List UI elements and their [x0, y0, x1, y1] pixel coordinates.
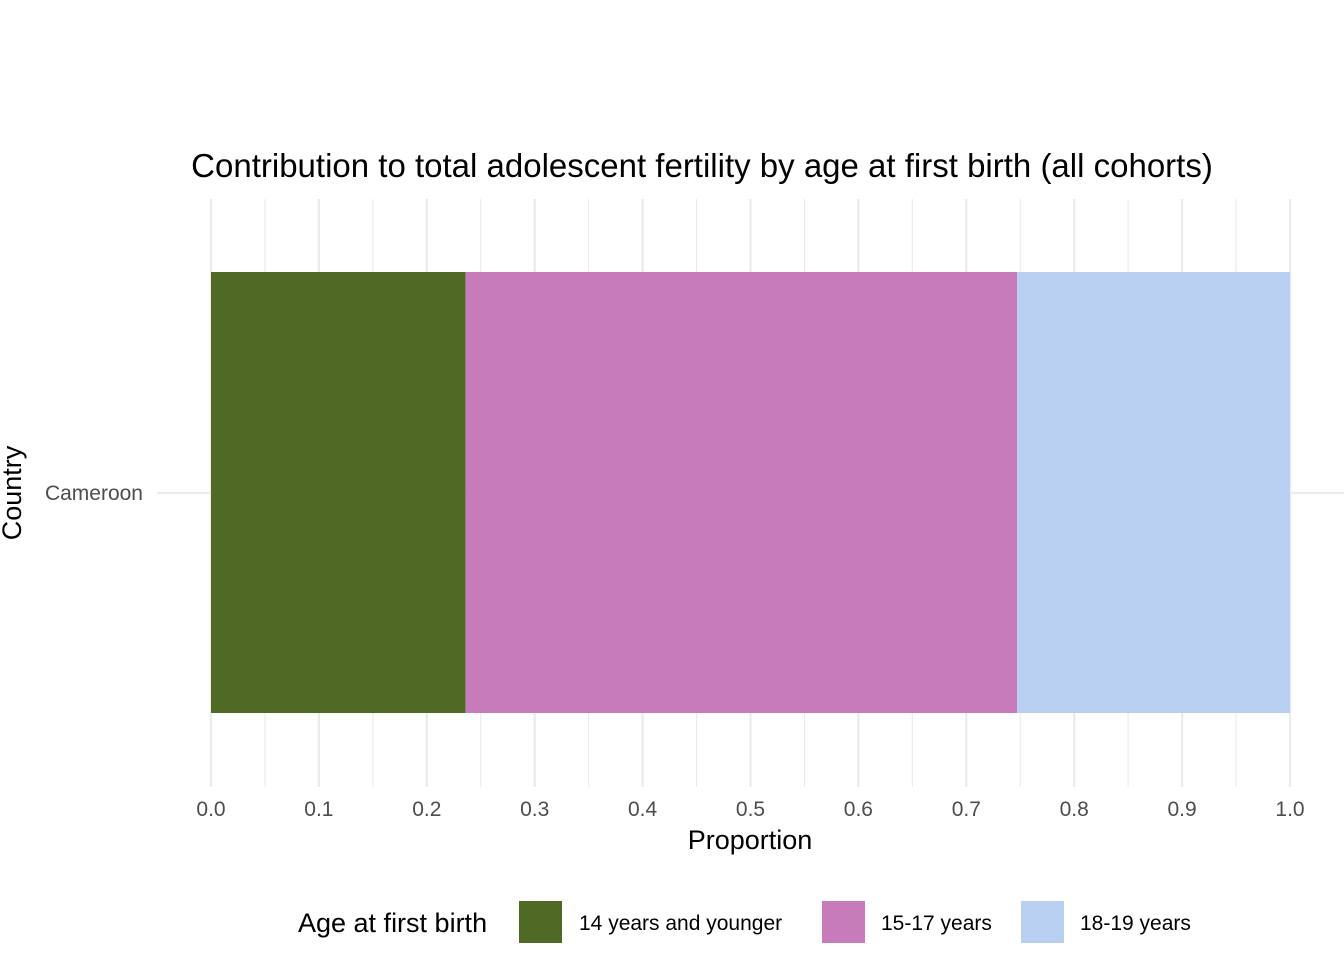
x-tick-label: 0.3: [520, 798, 549, 821]
legend-title: Age at first birth: [298, 908, 487, 938]
x-tick-label: 0.8: [1060, 798, 1089, 821]
x-tick-label: 0.6: [844, 798, 873, 821]
x-tick-label: 0.2: [412, 798, 441, 821]
x-tick-label: 1.0: [1275, 798, 1304, 821]
y-tick-label: Cameroon: [45, 482, 143, 505]
x-tick-labels: 0.0 0.1 0.2 0.3 0.4 0.5 0.6 0.7 0.8 0.9 1.0: [196, 798, 1304, 821]
x-axis-label: Proportion: [688, 825, 813, 855]
y-tick-labels: Cameroon: [45, 482, 143, 505]
legend-key: [1021, 901, 1064, 943]
legend-label: 18-19 years: [1080, 912, 1191, 935]
legend-label: 15-17 years: [881, 912, 992, 935]
x-tick-label: 0.4: [628, 798, 658, 821]
bar-segment: [1017, 272, 1290, 713]
x-tick-label: 0.1: [304, 798, 333, 821]
x-tick-label: 0.9: [1167, 798, 1196, 821]
chart-title: Contribution to total adolescent fertili…: [191, 147, 1213, 184]
legend-key: [519, 901, 562, 943]
x-tick-label: 0.0: [196, 798, 225, 821]
x-tick-label: 0.7: [952, 798, 981, 821]
legend-label: 14 years and younger: [579, 912, 782, 935]
legend: Age at first birth 14 years and younger 1…: [298, 901, 1191, 943]
bar-segment: [465, 272, 1018, 713]
bars: [211, 272, 1290, 713]
legend-key: [822, 901, 865, 943]
bar-segment: [211, 272, 466, 713]
x-tick-label: 0.5: [736, 798, 765, 821]
y-axis-label: Country: [0, 445, 27, 540]
